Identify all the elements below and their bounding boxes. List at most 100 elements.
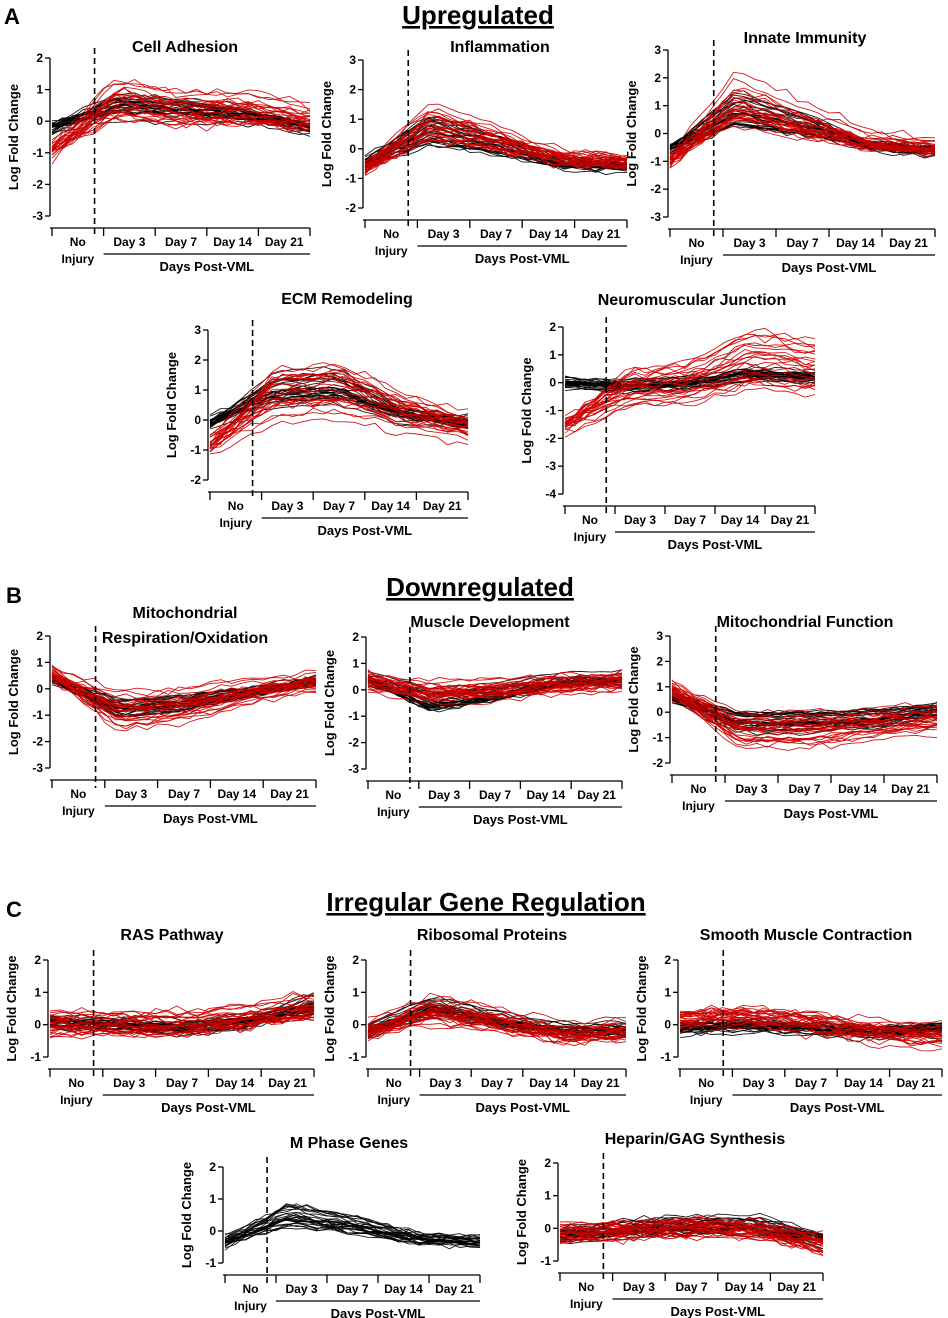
panel-letter-a: A	[4, 4, 20, 29]
series-line-red	[51, 83, 311, 150]
y-tick-label: -3	[32, 761, 43, 775]
x-tick-label-no: No	[228, 499, 244, 513]
x-tick-label-day: Day 7	[795, 1076, 827, 1090]
x-tick-label-day: Day 14	[371, 499, 410, 513]
y-tick-label: 2	[549, 320, 556, 334]
x-tick-label-no: No	[691, 782, 707, 796]
y-axis-label: Log Fold Change	[179, 1162, 194, 1268]
chart-title: RAS Pathway	[120, 927, 223, 944]
y-tick-label: -1	[660, 1050, 671, 1064]
y-tick-label: -2	[348, 736, 359, 750]
x-tick-label-injury: Injury	[62, 804, 95, 818]
x-tick-label-no: No	[385, 788, 401, 802]
x-tick-label-day: Day 7	[323, 499, 355, 513]
chart-12: M Phase Genes Log Fold Change -1 0 1 2 No Injur…	[179, 1135, 481, 1318]
x-tick-label-day: Day 7	[675, 1280, 707, 1294]
x-tick-label-day: Day 3	[285, 1282, 317, 1296]
chart-title: Inflammation	[450, 39, 550, 56]
y-tick-label: 1	[656, 680, 663, 694]
x-tick-label-day: Day 7	[168, 787, 200, 801]
y-tick-label: -1	[348, 709, 359, 723]
x-tick-label-day: Day 21	[896, 1076, 935, 1090]
y-tick-label: 1	[664, 985, 671, 999]
chart-title: Muscle Development	[410, 614, 570, 631]
series-line-red	[564, 387, 816, 433]
series-line-red	[51, 674, 317, 721]
y-tick-label: 0	[194, 413, 201, 427]
x-tick-label-day: Day 21	[777, 1280, 816, 1294]
series-line-black	[224, 1217, 481, 1246]
chart-title: Innate Immunity	[744, 30, 867, 47]
x-tick-label-day: Day 14	[838, 782, 877, 796]
series-line-red	[51, 669, 317, 721]
section-title-upregulated: Upregulated	[402, 0, 554, 30]
series-line-red	[559, 1232, 824, 1253]
x-tick-label-day: Day 3	[429, 1076, 461, 1090]
series-line-red	[367, 672, 623, 693]
x-tick-label-injury: Injury	[682, 799, 715, 813]
x-tick-label-day: Day 14	[529, 227, 568, 241]
x-axis-label: Days Post-VML	[784, 806, 879, 821]
chart-6: Mitochondrial Respiration/Oxidation Log Fo…	[6, 605, 317, 826]
y-tick-label: 0	[544, 1221, 551, 1235]
y-axis-label: Log Fold Change	[322, 650, 337, 756]
chart-4: ECM Remodeling Log Fold Change -2 -1 0 1 2 3 No I…	[164, 291, 469, 538]
y-axis-label: Log Fold Change	[164, 352, 179, 458]
series-line-red	[671, 680, 938, 719]
y-tick-label: 2	[36, 629, 43, 643]
y-tick-label: 0	[656, 705, 663, 719]
chart-8: Mitochondrial Function Log Fold Change -2 -…	[626, 614, 938, 821]
x-tick-label-injury: Injury	[574, 530, 607, 544]
section-title-irregular: Irregular Gene Regulation	[326, 887, 645, 917]
x-tick-label-no: No	[582, 513, 598, 527]
y-tick-label: -2	[345, 201, 356, 215]
y-tick-label: 1	[544, 1189, 551, 1203]
x-tick-label-day: Day 21	[771, 513, 810, 527]
x-tick-label-day: Day 3	[428, 788, 460, 802]
chart-title: Neuromuscular Junction	[598, 292, 786, 309]
x-axis-label: Days Post-VML	[790, 1100, 885, 1115]
x-axis-label: Days Post-VML	[475, 251, 570, 266]
x-tick-label-no: No	[70, 235, 86, 249]
y-tick-label: 1	[352, 985, 359, 999]
series-line-red	[564, 359, 816, 425]
series-line-red	[559, 1223, 824, 1245]
y-axis-label: Log Fold Change	[6, 649, 21, 755]
y-tick-label: 1	[194, 383, 201, 397]
y-tick-label: -2	[32, 735, 43, 749]
x-tick-label-day: Day 7	[786, 236, 818, 250]
x-tick-label-day: Day 7	[166, 1076, 198, 1090]
series-line-red	[367, 1014, 627, 1040]
x-tick-label-injury: Injury	[234, 1299, 267, 1313]
x-tick-label-day: Day 7	[674, 513, 706, 527]
y-tick-label: -2	[32, 177, 43, 191]
y-tick-label: 0	[36, 114, 43, 128]
x-axis-label: Days Post-VML	[163, 811, 258, 826]
x-axis-label: Days Post-VML	[317, 523, 412, 538]
x-tick-label-no: No	[243, 1282, 259, 1296]
y-tick-label: 0	[34, 1018, 41, 1032]
y-tick-label: 0	[36, 682, 43, 696]
y-tick-label: 1	[349, 112, 356, 126]
x-tick-label-no: No	[689, 236, 705, 250]
y-tick-label: -3	[545, 459, 556, 473]
series-line-red	[559, 1217, 824, 1244]
x-tick-label-day: Day 7	[481, 1076, 513, 1090]
x-tick-label-injury: Injury	[61, 252, 94, 266]
x-tick-label-day: Day 14	[213, 235, 252, 249]
chart-title: Mitochondrial Function	[717, 614, 894, 631]
series-line-red	[49, 992, 315, 1021]
y-tick-label: 1	[34, 985, 41, 999]
x-tick-label-day: Day 3	[271, 499, 303, 513]
y-tick-label: 2	[544, 1156, 551, 1170]
x-tick-label-injury: Injury	[375, 244, 408, 258]
y-tick-label: 1	[654, 99, 661, 113]
x-tick-label-day: Day 14	[836, 236, 875, 250]
x-tick-label-injury: Injury	[60, 1093, 93, 1107]
x-axis-label: Days Post-VML	[473, 812, 568, 827]
chart-5: Neuromuscular Junction Log Fold Change -4 -…	[519, 292, 816, 552]
x-tick-label-day: Day 7	[479, 788, 511, 802]
x-tick-label-day: Day 7	[165, 235, 197, 249]
x-tick-label-day: Day 3	[428, 227, 460, 241]
